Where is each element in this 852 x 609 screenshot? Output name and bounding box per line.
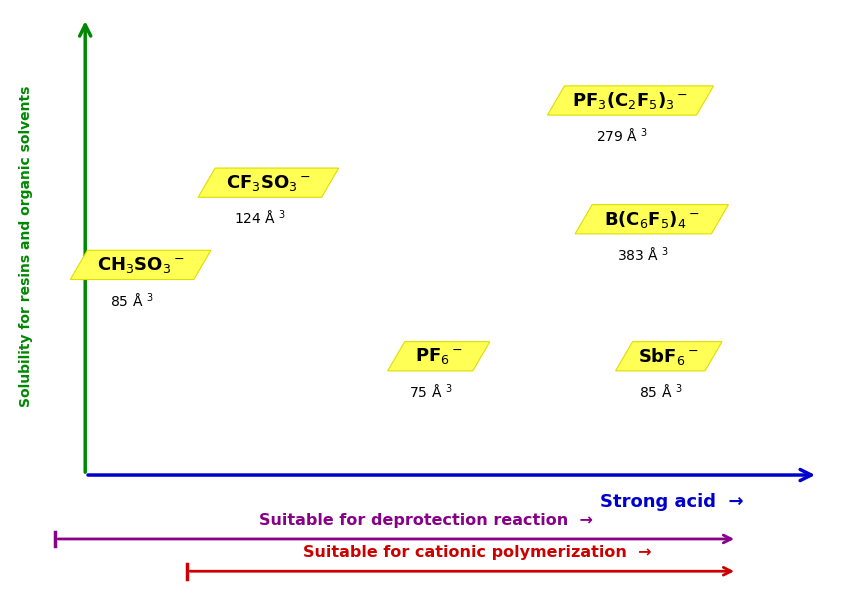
- Text: 75 Å $^3$: 75 Å $^3$: [408, 383, 452, 401]
- Text: 383 Å $^3$: 383 Å $^3$: [617, 246, 670, 264]
- Text: PF$_6$$^-$: PF$_6$$^-$: [415, 347, 463, 366]
- Text: 85 Å $^3$: 85 Å $^3$: [638, 383, 682, 401]
- Text: SbF$_6$$^-$: SbF$_6$$^-$: [638, 346, 699, 367]
- Polygon shape: [70, 250, 210, 280]
- Text: PF$_3$(C$_2$F$_5$)$_3$$^-$: PF$_3$(C$_2$F$_5$)$_3$$^-$: [573, 90, 688, 111]
- Polygon shape: [575, 205, 728, 234]
- Text: Suitable for deprotection reaction  →: Suitable for deprotection reaction →: [259, 513, 593, 528]
- Polygon shape: [615, 342, 722, 371]
- Polygon shape: [547, 86, 714, 115]
- Polygon shape: [198, 168, 339, 197]
- Text: 85 Å $^3$: 85 Å $^3$: [110, 292, 154, 310]
- Text: CF$_3$SO$_3$$^-$: CF$_3$SO$_3$$^-$: [226, 173, 311, 192]
- Text: Suitable for cationic polymerization  →: Suitable for cationic polymerization →: [302, 546, 652, 560]
- Polygon shape: [388, 342, 490, 371]
- Text: B(C$_6$F$_5$)$_4$$^-$: B(C$_6$F$_5$)$_4$$^-$: [604, 209, 699, 230]
- Text: 124 Å $^3$: 124 Å $^3$: [233, 209, 286, 228]
- Text: Solubility for resins and organic solvents: Solubility for resins and organic solven…: [19, 86, 32, 407]
- Text: 279 Å $^3$: 279 Å $^3$: [596, 127, 648, 146]
- Text: CH$_3$SO$_3$$^-$: CH$_3$SO$_3$$^-$: [96, 255, 185, 275]
- Text: Strong acid  →: Strong acid →: [600, 493, 743, 512]
